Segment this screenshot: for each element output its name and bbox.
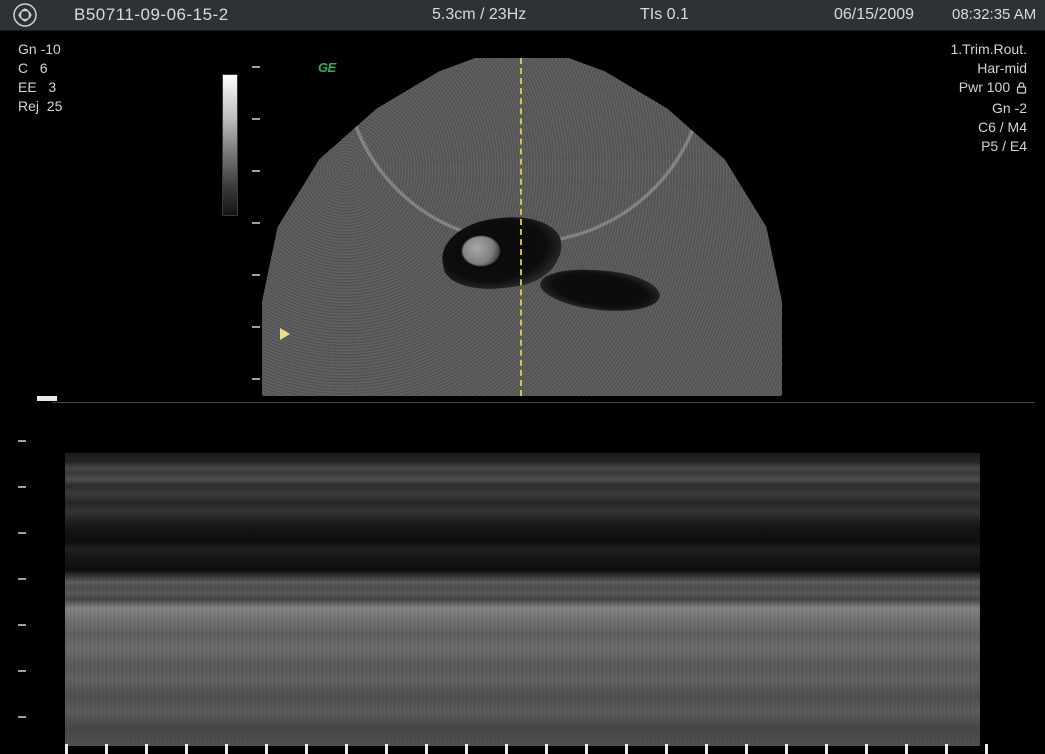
bmode-viewport[interactable] — [262, 58, 782, 396]
cursor-arrow-icon[interactable] — [280, 328, 290, 340]
param-gain: Gn -10 — [18, 40, 62, 59]
time-tick — [225, 744, 228, 754]
time-tick — [705, 744, 708, 754]
mmode-strip[interactable] — [65, 453, 980, 746]
time-tick — [825, 744, 828, 754]
param-rej: Rej 25 — [18, 97, 62, 116]
param-preset: 1.Trim.Rout. — [951, 40, 1028, 59]
time-tick — [945, 744, 948, 754]
left-parameters: Gn -10 C 6 EE 3 Rej 25 — [18, 40, 62, 116]
time-tick — [305, 744, 308, 754]
time-tick — [65, 744, 68, 754]
topbar: B50711-09-06-15-2 5.3cm / 23Hz TIs 0.1 0… — [0, 0, 1045, 31]
time-tick — [625, 744, 628, 754]
time-tick — [905, 744, 908, 754]
embryo — [462, 236, 500, 266]
sector-fan — [262, 58, 782, 396]
mmode-baseline — [52, 402, 1035, 403]
param-c-m: C6 / M4 — [951, 118, 1028, 137]
mmode-depth-ticks — [18, 418, 32, 728]
time-tick — [345, 744, 348, 754]
time-tick — [185, 744, 188, 754]
time-tick — [105, 744, 108, 754]
mmode-panel — [10, 398, 1035, 754]
time-tick — [545, 744, 548, 754]
mmode-noise-overlay — [65, 453, 980, 746]
bmode-depth-ticks — [252, 66, 262, 396]
time-tick — [385, 744, 388, 754]
time-tick — [865, 744, 868, 754]
param-power-value: Pwr 100 — [959, 79, 1010, 95]
param-ee: EE 3 — [18, 78, 62, 97]
time-tick — [465, 744, 468, 754]
mmode-gate-marker — [37, 396, 57, 401]
param-harmonic: Har-mid — [951, 59, 1028, 78]
time-tick — [985, 744, 988, 754]
exam-time: 08:32:35 AM — [952, 6, 1036, 23]
ge-watermark: GE — [318, 60, 336, 75]
right-parameters: 1.Trim.Rout. Har-mid Pwr 100 Gn -2 C6 / … — [951, 40, 1028, 156]
time-tick — [665, 744, 668, 754]
param-c: C 6 — [18, 59, 62, 78]
time-tick — [265, 744, 268, 754]
patient-id: B50711-09-06-15-2 — [74, 5, 229, 25]
grayscale-bar — [222, 74, 238, 216]
param-gain-right: Gn -2 — [951, 99, 1028, 118]
time-tick — [785, 744, 788, 754]
ge-logo-icon — [12, 2, 52, 28]
param-power: Pwr 100 — [951, 78, 1028, 99]
depth-frequency: 5.3cm / 23Hz — [432, 6, 526, 24]
thermal-index: TIs 0.1 — [640, 6, 689, 24]
time-tick — [585, 744, 588, 754]
time-tick — [145, 744, 148, 754]
exam-date: 06/15/2009 — [834, 6, 914, 24]
time-tick — [745, 744, 748, 754]
time-tick — [505, 744, 508, 754]
param-p-e: P5 / E4 — [951, 137, 1028, 156]
ultrasound-app: B50711-09-06-15-2 5.3cm / 23Hz TIs 0.1 0… — [0, 0, 1045, 754]
mmode-time-ticks — [65, 742, 980, 754]
time-tick — [425, 744, 428, 754]
lock-icon — [1016, 80, 1027, 99]
m-mode-cursor-line[interactable] — [520, 58, 522, 396]
